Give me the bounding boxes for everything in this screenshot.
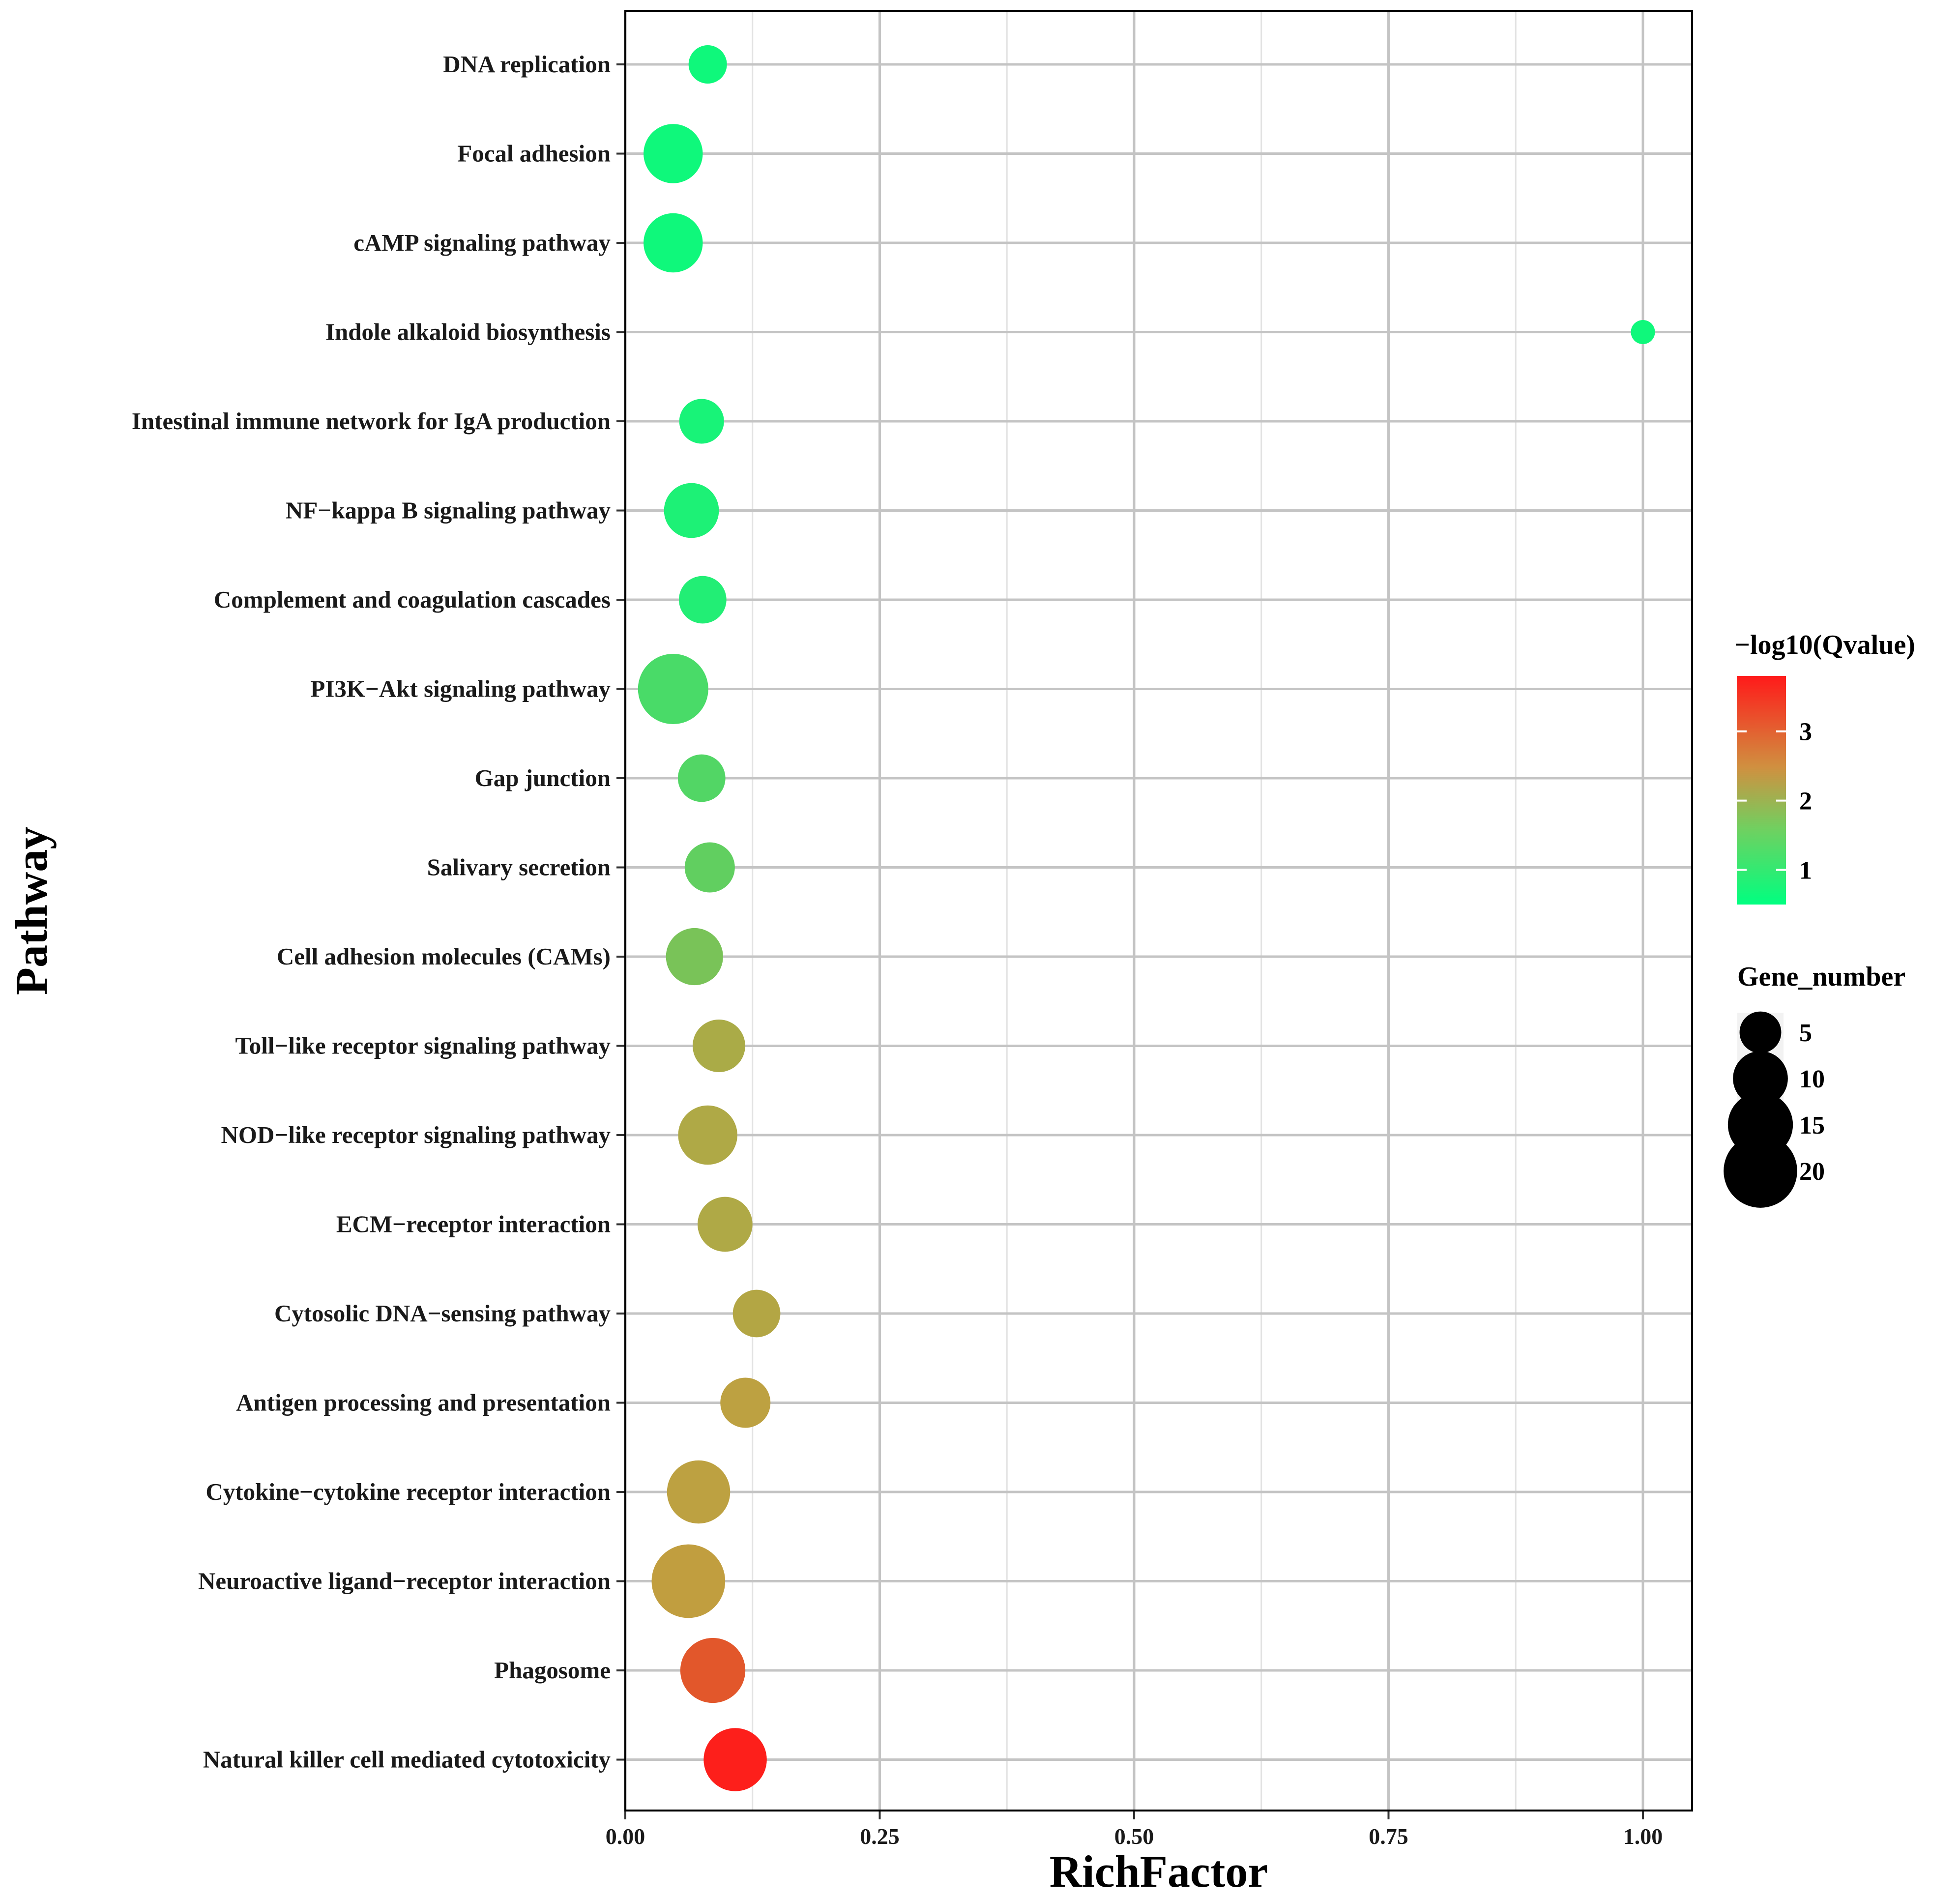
- data-point: [692, 1020, 745, 1072]
- y-axis-title: Pathway: [6, 827, 57, 995]
- x-tick-label: 0.25: [860, 1824, 900, 1849]
- y-axis-labels: DNA replication Focal adhesion cAMP signal…: [132, 51, 611, 1773]
- size-legend-dot: [1739, 1011, 1782, 1053]
- color-bar-tick-label: 1: [1799, 857, 1812, 885]
- color-legend-title: −log10(Qvalue): [1734, 630, 1915, 660]
- y-tick-label: ECM−receptor interaction: [336, 1211, 611, 1238]
- data-point: [667, 1460, 731, 1524]
- size-legend-title: Gene_number: [1737, 962, 1905, 992]
- x-axis-title: RichFactor: [1050, 1846, 1268, 1897]
- data-point: [678, 1105, 737, 1165]
- y-tick-label: Intestinal immune network for IgA produc…: [132, 408, 611, 435]
- color-bar-tick-label: 3: [1799, 718, 1812, 746]
- y-tick-label: Cytokine−cytokine receptor interaction: [205, 1478, 611, 1505]
- color-bar: [1737, 676, 1786, 905]
- data-point: [644, 213, 703, 273]
- grid-minor: [752, 11, 1517, 1811]
- x-tick-label: 0.50: [1114, 1824, 1154, 1849]
- size-legend-keys: 5 10 15 20: [1724, 1011, 1825, 1208]
- size-legend-label: 20: [1799, 1158, 1825, 1186]
- y-tick-label: NF−kappa B signaling pathway: [286, 497, 611, 524]
- data-point: [684, 842, 735, 893]
- y-tick-label: Indole alkaloid biosynthesis: [325, 319, 611, 346]
- data-points: [638, 45, 1655, 1791]
- data-point: [666, 928, 723, 986]
- x-axis-ticks: 0.00 0.25 0.50 0.75 1.00: [606, 1811, 1663, 1849]
- data-point: [720, 1377, 771, 1428]
- data-point: [703, 1728, 767, 1791]
- data-point: [664, 483, 719, 538]
- y-tick-label: cAMP signaling pathway: [353, 229, 611, 256]
- data-point: [732, 1289, 781, 1338]
- size-legend-label: 10: [1799, 1065, 1825, 1093]
- y-tick-label: Salivary secretion: [427, 854, 611, 881]
- y-tick-label: Focal adhesion: [457, 140, 611, 167]
- data-point: [688, 45, 727, 84]
- x-tick-label: 0.00: [606, 1824, 645, 1849]
- grid-major: [624, 11, 1692, 1811]
- color-bar-tick-label: 2: [1799, 788, 1812, 816]
- y-tick-label: Toll−like receptor signaling pathway: [235, 1032, 611, 1059]
- size-legend-label: 15: [1799, 1111, 1825, 1139]
- data-point: [698, 1197, 753, 1252]
- y-tick-label: DNA replication: [443, 51, 611, 78]
- y-tick-label: Neuroactive ligand−receptor interaction: [198, 1568, 611, 1595]
- y-tick-label: Cytosolic DNA−sensing pathway: [274, 1300, 611, 1327]
- y-axis-ticks: [616, 63, 625, 1761]
- data-point: [678, 576, 727, 624]
- data-point: [651, 1544, 726, 1618]
- size-legend-dot: [1733, 1051, 1788, 1106]
- data-point: [680, 1637, 746, 1703]
- y-tick-label: NOD−like receptor signaling pathway: [221, 1121, 611, 1148]
- y-tick-label: Phagosome: [494, 1657, 611, 1684]
- color-legend: −log10(Qvalue) 1 2 3: [1734, 630, 1915, 905]
- data-point: [1631, 320, 1655, 344]
- size-legend-label: 5: [1799, 1019, 1812, 1047]
- y-tick-label: Cell adhesion molecules (CAMs): [277, 943, 611, 970]
- y-tick-label: Complement and coagulation cascades: [214, 586, 611, 613]
- plot-panel: [624, 10, 1693, 1811]
- x-tick-label: 1.00: [1623, 1824, 1663, 1849]
- data-point: [677, 754, 726, 802]
- data-point: [644, 124, 703, 183]
- size-legend-dot: [1724, 1134, 1797, 1208]
- y-tick-label: PI3K−Akt signaling pathway: [310, 675, 611, 702]
- y-tick-label: Antigen processing and presentation: [236, 1389, 611, 1416]
- data-point: [638, 653, 708, 725]
- size-legend: Gene_number 5 10 15 20: [1724, 962, 1905, 1208]
- y-tick-label: Gap junction: [475, 764, 611, 791]
- x-tick-label: 0.75: [1369, 1824, 1408, 1849]
- color-bar-ticks: 1 2 3: [1737, 718, 1812, 885]
- y-tick-label: Natural killer cell mediated cytotoxicit…: [203, 1746, 611, 1773]
- data-point: [679, 399, 724, 444]
